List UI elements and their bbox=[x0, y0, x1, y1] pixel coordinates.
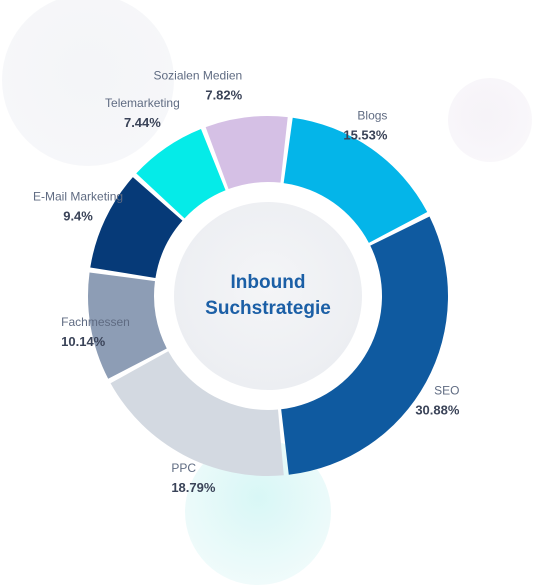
donut-segment-seo bbox=[281, 216, 449, 475]
segment-label: Blogs bbox=[357, 109, 387, 123]
segment-label: Fachmessen bbox=[61, 315, 130, 329]
chart-labels: SEO 30.88% PPC 18.79% Fachmessen 10.14% E-Mail… bbox=[33, 69, 460, 495]
bg-decoration-circle bbox=[448, 78, 532, 162]
segment-label: SEO bbox=[434, 383, 459, 397]
segment-value-label: 9.4% bbox=[63, 208, 93, 223]
segment-value-label: 18.79% bbox=[171, 480, 216, 495]
segment-label: Telemarketing bbox=[105, 96, 180, 110]
donut-segment-sozialen-medien bbox=[205, 115, 288, 190]
segment-value-label: 7.82% bbox=[205, 88, 242, 103]
chart-title-line-2: Suchstrategie bbox=[205, 298, 331, 319]
chart-center bbox=[174, 202, 362, 390]
chart-title-line-1: Inbound bbox=[231, 272, 306, 293]
segment-value-label: 10.14% bbox=[61, 334, 106, 349]
bg-decoration-circle bbox=[185, 439, 331, 585]
donut-segment-ppc bbox=[110, 351, 284, 476]
bg-decoration-circle bbox=[2, 0, 174, 166]
segment-label: E-Mail Marketing bbox=[33, 189, 123, 203]
segment-label: PPC bbox=[171, 461, 196, 475]
segment-value-label: 7.44% bbox=[124, 115, 161, 130]
donut-segment-blogs bbox=[283, 117, 428, 243]
donut-segment-fachmessen bbox=[87, 272, 167, 379]
donut-segment-e-mail-marketing bbox=[90, 177, 183, 278]
chart-segments bbox=[87, 115, 449, 476]
segment-label: Sozialen Medien bbox=[153, 69, 242, 83]
segment-value-label: 30.88% bbox=[415, 402, 460, 417]
segment-value-label: 15.53% bbox=[343, 128, 388, 143]
donut-segment-telemarketing bbox=[136, 128, 226, 219]
